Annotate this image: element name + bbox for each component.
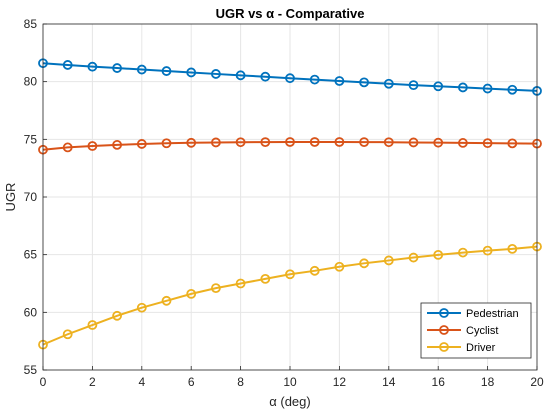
legend-marker (439, 325, 449, 335)
x-tick-label: 6 (188, 375, 195, 389)
data-point (87, 141, 98, 151)
y-axis-label: UGR (3, 183, 18, 212)
y-axis: 55 60 65 70 75 80 85 (24, 17, 47, 377)
data-point (482, 138, 493, 149)
y-tick-label: 60 (24, 305, 38, 319)
legend-item: Cyclist (427, 325, 498, 337)
x-tick-label: 8 (237, 375, 244, 389)
data-point (136, 139, 147, 149)
legend-marker (439, 308, 449, 318)
series-line (42, 62, 538, 92)
data-point (507, 243, 518, 254)
data-point (334, 137, 345, 147)
data-point (112, 310, 122, 321)
x-tick-label: 20 (530, 375, 544, 389)
y-tick-label: 55 (24, 363, 38, 377)
data-point (62, 142, 73, 153)
data-point (457, 247, 468, 258)
data-point (210, 283, 221, 294)
data-point (507, 138, 518, 149)
legend: Pedestrian Cyclist Driver (420, 302, 532, 359)
x-tick-label: 0 (40, 375, 47, 389)
legend-label: Pedestrian (466, 308, 519, 320)
data-point (210, 137, 221, 148)
y-tick-label: 85 (24, 17, 38, 31)
data-point (359, 258, 370, 269)
data-point (285, 73, 295, 84)
legend-label: Cyclist (466, 325, 498, 337)
y-tick-label: 65 (24, 248, 38, 262)
data-point (62, 60, 73, 70)
data-point (482, 83, 493, 94)
data-point (334, 261, 345, 272)
y-tick-label: 75 (24, 132, 38, 146)
series-cyclist (38, 137, 542, 155)
data-point (408, 252, 419, 263)
series-driver (38, 241, 542, 350)
data-point (359, 77, 370, 88)
data-point (260, 137, 271, 148)
data-point (285, 269, 295, 280)
data-point (87, 61, 98, 72)
legend-label: Driver (466, 342, 496, 354)
data-point (457, 82, 468, 93)
data-point (112, 139, 122, 150)
data-point (433, 249, 444, 260)
x-tick-label: 14 (382, 375, 396, 389)
data-point (161, 138, 172, 149)
data-point (309, 137, 320, 147)
data-point (309, 265, 320, 276)
chart-title: UGR vs α - Comparative (216, 6, 365, 21)
data-point (161, 295, 172, 306)
y-tick-label: 70 (24, 190, 38, 204)
data-point (136, 302, 147, 313)
data-point (457, 138, 468, 148)
x-axis: 0 2 4 6 8 10 12 14 16 18 20 (40, 366, 544, 389)
data-point (383, 78, 394, 89)
data-point (309, 74, 320, 85)
data-point (235, 137, 246, 148)
x-tick-label: 2 (89, 375, 96, 389)
data-point (482, 245, 493, 256)
data-point (210, 69, 221, 79)
data-point (433, 137, 444, 148)
data-point (433, 81, 444, 92)
x-tick-label: 18 (481, 375, 495, 389)
data-point (161, 66, 172, 76)
x-tick-label: 12 (333, 375, 347, 389)
data-point (334, 76, 345, 86)
data-point (260, 273, 271, 284)
data-point (235, 70, 246, 81)
x-tick-label: 16 (432, 375, 446, 389)
series-line (42, 140, 538, 151)
data-point (136, 64, 147, 75)
legend-item: Pedestrian (427, 308, 519, 320)
data-point (408, 80, 419, 91)
series-line (42, 245, 538, 346)
legend-item: Driver (427, 342, 496, 354)
x-tick-label: 4 (138, 375, 145, 389)
y-tick-label: 80 (24, 75, 38, 89)
x-axis-label: α (deg) (269, 394, 310, 409)
data-point (408, 137, 419, 148)
data-point (62, 329, 73, 340)
data-point (507, 84, 518, 95)
x-tick-label: 10 (283, 375, 297, 389)
data-point (186, 288, 197, 299)
data-point (260, 71, 271, 82)
data-point (112, 63, 122, 73)
data-point (235, 278, 246, 289)
data-point (87, 320, 98, 330)
data-point (285, 137, 295, 147)
data-point (186, 137, 197, 148)
data-point (359, 137, 370, 148)
data-point (383, 137, 394, 148)
data-point (186, 67, 197, 78)
legend-marker (439, 342, 449, 352)
data-point (383, 255, 394, 266)
